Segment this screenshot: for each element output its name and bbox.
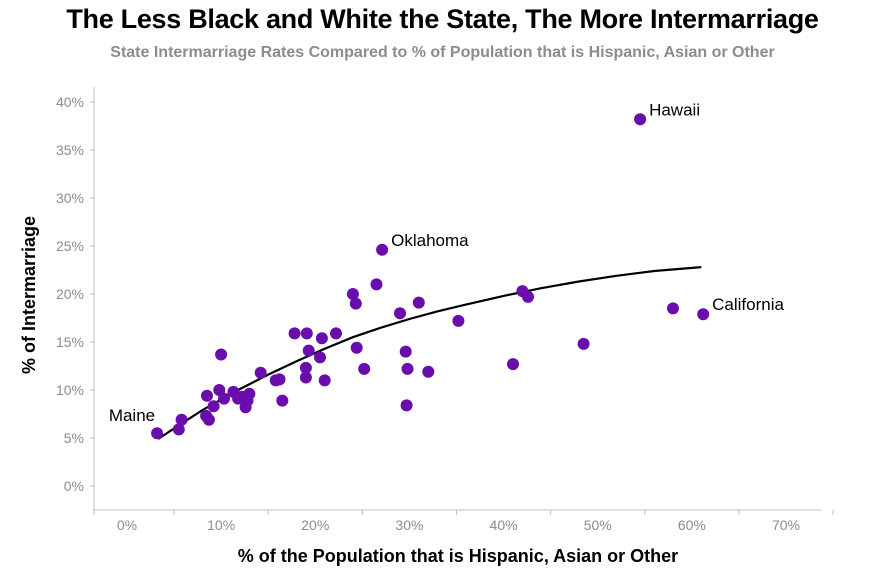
y-tick-label: 25% [56,238,84,254]
data-point [577,337,590,350]
x-tick-label: 60% [678,517,706,533]
data-point [394,307,406,320]
trendline [157,266,702,440]
data-point [218,392,230,405]
data-point [522,290,534,303]
x-tick-label: 0% [117,517,137,533]
data-point [288,327,301,340]
data-point [412,296,425,309]
y-tick-label: 40% [56,94,84,110]
data-point [202,413,215,426]
y-axis-title: % of Intermarriage [19,216,39,374]
y-tick-label: 30% [56,190,84,206]
chart-title: The Less Black and White the State, The … [66,4,819,34]
data-point [201,389,213,402]
data-point [254,366,267,379]
data-point [299,371,312,384]
axes: 0% 5% 10% 15% 20% 25% 30% 35% 40% 0% 10% 20% 30% 40% 5… [56,87,834,533]
y-tick-label: 0% [64,478,84,494]
x-tick-label: 20% [301,517,329,533]
data-points [151,113,710,440]
data-point [215,348,228,361]
data-point [175,413,188,426]
data-point [349,297,362,310]
data-point [207,400,220,413]
y-tick-label: 15% [56,334,84,350]
data-point [232,392,245,405]
data-point [401,362,414,375]
x-axis-title: % of the Population that is Hispanic, As… [238,546,678,566]
data-point [239,401,252,414]
x-tick-label: 10% [207,517,235,533]
data-point [300,327,313,340]
data-point [399,345,412,358]
data-point [314,351,326,364]
data-point [634,113,647,126]
x-tick-label: 50% [584,517,612,533]
data-point [452,314,465,327]
data-point [370,278,383,291]
data-point [376,243,389,256]
data-point [346,288,359,300]
x-tick-label: 40% [490,517,518,533]
data-point [276,394,289,407]
annotations: Hawaii Oklahoma California Maine [109,100,785,425]
data-point [302,344,315,357]
x-tick-label: 30% [395,517,423,533]
point-annotation: Hawaii [649,100,700,119]
data-point [400,399,413,412]
data-point [507,358,519,371]
data-point [318,374,331,387]
trendline-group [157,266,702,440]
data-point [330,327,342,340]
y-tick-label: 5% [64,430,84,446]
point-annotation: California [712,295,784,314]
point-annotation: Maine [109,406,155,425]
point-annotation: Oklahoma [391,231,469,250]
x-tick-label: 70% [772,517,800,533]
data-point [269,374,282,387]
data-point [350,341,363,354]
data-point [667,302,679,315]
data-point [299,361,312,374]
data-point [172,423,185,436]
y-tick-label: 35% [56,142,84,158]
data-point [422,365,435,378]
data-point [315,332,328,345]
y-tick-label: 20% [56,286,84,302]
data-point [151,427,164,440]
chart-subtitle: State Intermarriage Rates Compared to % … [110,44,775,61]
data-point [358,362,371,375]
y-tick-label: 10% [56,382,84,398]
data-point [697,308,710,321]
